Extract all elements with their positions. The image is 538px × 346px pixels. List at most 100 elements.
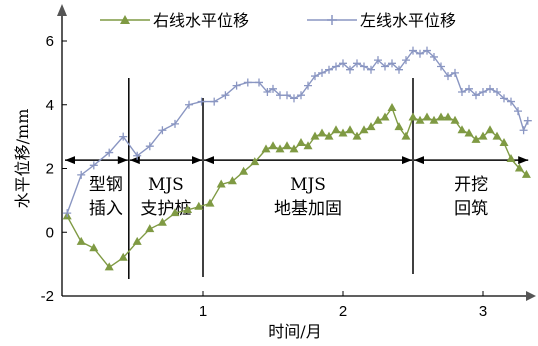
data-point-plus [437, 62, 445, 71]
data-point-triangle [415, 115, 425, 124]
data-point-plus [423, 46, 431, 55]
data-point-plus [77, 170, 86, 179]
arrow-head-left-icon [414, 156, 424, 165]
data-point-triangle [443, 112, 453, 121]
y-tick-label: -2 [41, 288, 54, 305]
data-point-triangle [324, 131, 334, 140]
data-point-triangle [373, 115, 383, 124]
data-point-plus [276, 91, 284, 100]
data-point-plus [402, 56, 410, 65]
data-point-plus [232, 81, 241, 90]
data-point-plus [263, 88, 272, 96]
data-point-plus [430, 52, 438, 61]
data-point-triangle [317, 128, 327, 137]
data-point-plus [458, 88, 466, 96]
data-point-plus [353, 59, 361, 68]
data-point-triangle [331, 125, 341, 134]
data-point-plus [89, 161, 98, 170]
arrow-head-right-icon [518, 156, 529, 165]
data-point-plus [255, 78, 263, 87]
data-point-triangle [239, 166, 249, 175]
data-point-triangle [464, 128, 474, 137]
arrow-head-left-icon [129, 156, 140, 165]
data-point-triangle [401, 131, 411, 140]
data-point-triangle [183, 204, 193, 213]
y-tick-label: 4 [46, 97, 54, 114]
data-point-triangle [296, 138, 306, 146]
data-point-triangle [227, 176, 237, 185]
data-point-plus [395, 65, 403, 74]
data-point-triangle [521, 169, 531, 178]
axes-layer: -2 0 2 4 6 1 2 3 时间/月 水平位移/mm [13, 4, 536, 341]
data-point-triangle [282, 141, 292, 150]
data-point-triangle [352, 131, 362, 140]
data-point-triangle [366, 122, 376, 131]
arrow-head-right-icon [117, 156, 128, 165]
data-point-triangle [194, 201, 204, 210]
data-point-plus [318, 68, 326, 77]
data-point-triangle [394, 122, 404, 131]
data-point-plus [197, 97, 206, 106]
data-point-plus [479, 88, 487, 96]
data-point-plus [514, 107, 522, 116]
data-point-plus [519, 126, 528, 135]
data-point-triangle [429, 115, 439, 124]
data-point-plus [507, 97, 515, 106]
legend-marker-plus-icon [327, 15, 337, 25]
data-point-triangle [89, 243, 99, 252]
data-point-triangle [250, 157, 260, 166]
data-point-triangle [145, 224, 155, 233]
phase-label-line2: 插入 [89, 199, 123, 219]
phase-label-line1: 型钢 [89, 175, 123, 195]
y-tick-label: 2 [46, 161, 54, 178]
data-point-plus [374, 56, 382, 65]
data-point-plus [451, 68, 459, 77]
data-point-plus [325, 65, 333, 74]
data-point-plus [472, 91, 480, 100]
data-point-plus [409, 46, 417, 55]
data-point-triangle [157, 217, 167, 226]
data-point-plus [346, 65, 354, 74]
data-point-plus [367, 65, 375, 74]
data-point-plus [311, 72, 319, 81]
phase-label-line2: 支护桩 [140, 199, 191, 219]
data-point-plus [500, 94, 508, 103]
data-point-triangle [408, 112, 418, 121]
phase-label-line1: MJS [148, 175, 184, 195]
data-point-triangle [261, 144, 271, 153]
y-axis-title: 水平位移/mm [13, 109, 32, 209]
data-point-plus [63, 209, 72, 218]
x-axis-title: 时间/月 [268, 322, 321, 341]
data-point-plus [221, 91, 230, 100]
data-point-triangle [170, 208, 180, 217]
data-point-triangle [216, 179, 226, 188]
data-point-triangle [422, 112, 432, 121]
data-point-triangle [132, 236, 142, 245]
x-tick-label: 2 [339, 303, 347, 320]
data-point-plus [486, 84, 494, 93]
data-point-triangle [380, 112, 390, 121]
data-point-plus [119, 132, 128, 141]
data-point-plus [133, 151, 142, 160]
data-point-plus [360, 62, 368, 71]
data-point-plus [444, 72, 452, 81]
data-point-plus [283, 91, 291, 100]
x-tick-label: 3 [479, 303, 487, 320]
phase-label-line2: 地基加固 [274, 199, 342, 219]
data-point-triangle [436, 112, 446, 121]
data-point-triangle [457, 125, 467, 134]
phase-label-line1: MJS [290, 175, 326, 195]
data-point-triangle [289, 144, 299, 153]
data-point-triangle [499, 138, 509, 146]
data-point-plus [158, 126, 167, 135]
data-point-plus [388, 59, 396, 68]
arrow-head-left-icon [65, 156, 75, 165]
legend-marker-triangle-icon [120, 15, 130, 24]
data-point-triangle [478, 131, 488, 140]
data-point-plus [290, 94, 298, 103]
data-point-triangle [303, 141, 313, 150]
data-point-plus [332, 62, 340, 71]
data-point-triangle [104, 262, 114, 271]
y-axis-arrow-icon [57, 4, 67, 16]
